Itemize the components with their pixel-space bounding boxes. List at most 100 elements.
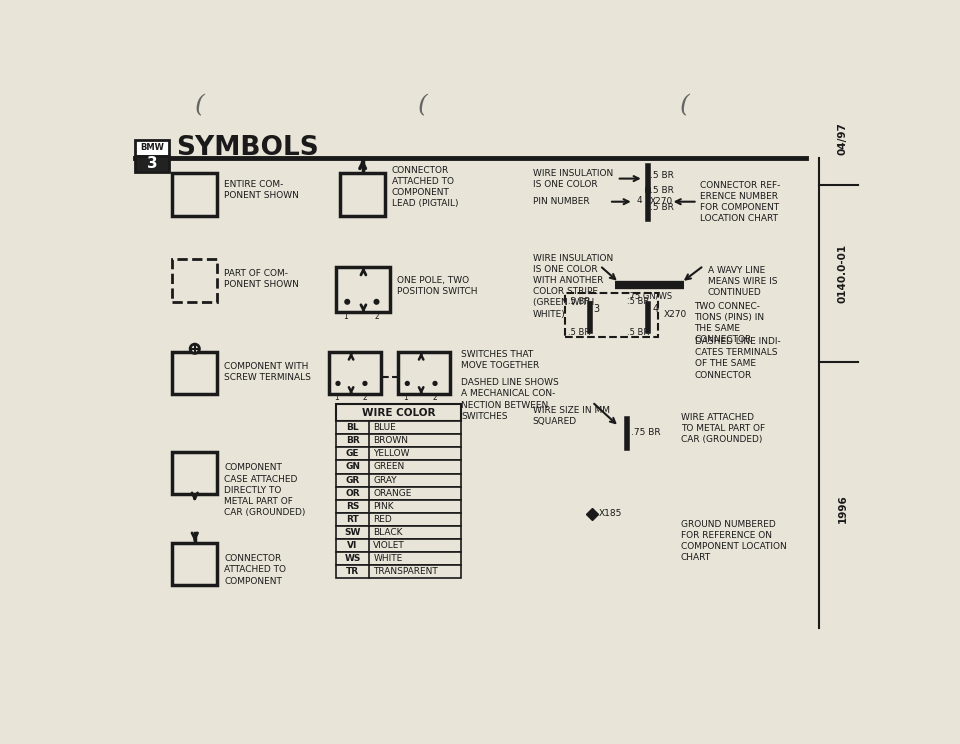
Bar <box>336 526 461 539</box>
Text: WIRE SIZE IN MM
SQUARED: WIRE SIZE IN MM SQUARED <box>533 405 610 426</box>
Text: SW: SW <box>345 528 361 537</box>
Text: WIRE INSULATION
IS ONE COLOR: WIRE INSULATION IS ONE COLOR <box>533 169 613 189</box>
Text: OR: OR <box>346 489 360 498</box>
Text: WIRE INSULATION
IS ONE COLOR
WITH ANOTHER
COLOR STRIPE
(GREEN WITH
WHITE): WIRE INSULATION IS ONE COLOR WITH ANOTHE… <box>533 254 613 318</box>
Text: .5 BR: .5 BR <box>627 298 649 307</box>
Text: BROWN: BROWN <box>373 436 408 446</box>
Text: CONNECTOR REF-
ERENCE NUMBER
FOR COMPONENT
LOCATION CHART: CONNECTOR REF- ERENCE NUMBER FOR COMPONE… <box>700 181 780 223</box>
Text: GROUND NUMBERED
FOR REFERENCE ON
COMPONENT LOCATION
CHART: GROUND NUMBERED FOR REFERENCE ON COMPONE… <box>681 520 786 562</box>
Text: 4: 4 <box>652 304 659 315</box>
Bar <box>135 156 169 172</box>
Bar <box>336 404 461 421</box>
Text: YELLOW: YELLOW <box>373 449 410 458</box>
Bar <box>336 500 461 513</box>
Text: 1: 1 <box>403 394 408 403</box>
Bar <box>328 352 381 394</box>
Text: GN: GN <box>346 463 360 472</box>
Text: RT: RT <box>347 515 359 524</box>
Text: 3: 3 <box>593 304 600 315</box>
Text: BL: BL <box>347 423 359 432</box>
Bar <box>173 543 217 586</box>
Text: X185: X185 <box>598 509 622 518</box>
Text: .5 BR: .5 BR <box>627 328 649 337</box>
Text: GE: GE <box>346 449 359 458</box>
Circle shape <box>336 382 340 385</box>
Bar <box>173 260 217 302</box>
Bar <box>336 565 461 578</box>
Text: 1: 1 <box>334 394 339 403</box>
Text: .75 GN/WS: .75 GN/WS <box>627 291 672 300</box>
Text: ORANGE: ORANGE <box>373 489 412 498</box>
Bar <box>336 552 461 565</box>
Text: .5 BR: .5 BR <box>568 328 590 337</box>
Text: PINK: PINK <box>373 501 394 510</box>
Text: (: ( <box>418 94 427 117</box>
Bar <box>398 352 450 394</box>
Circle shape <box>433 382 437 385</box>
Text: TR: TR <box>346 567 359 576</box>
Text: WHITE: WHITE <box>373 554 402 563</box>
Text: RS: RS <box>346 501 359 510</box>
Text: A WAVY LINE
MEANS WIRE IS
CONTINUED: A WAVY LINE MEANS WIRE IS CONTINUED <box>708 266 777 297</box>
Bar <box>135 140 169 155</box>
Text: RED: RED <box>373 515 393 524</box>
Circle shape <box>363 382 367 385</box>
Text: WIRE ATTACHED
TO METAL PART OF
CAR (GROUNDED): WIRE ATTACHED TO METAL PART OF CAR (GROU… <box>681 413 765 444</box>
Text: GRAY: GRAY <box>373 475 397 484</box>
Text: 04/97: 04/97 <box>837 122 848 155</box>
Text: 1996: 1996 <box>837 494 848 522</box>
Text: 3: 3 <box>147 156 157 171</box>
Circle shape <box>345 300 349 304</box>
Circle shape <box>405 382 409 385</box>
Bar <box>336 473 461 487</box>
Text: DASHED LINE INDI-
CATES TERMINALS
OF THE SAME
CONNECTOR: DASHED LINE INDI- CATES TERMINALS OF THE… <box>694 337 780 379</box>
Text: BR: BR <box>346 436 359 446</box>
Text: COMPONENT WITH
SCREW TERMINALS: COMPONENT WITH SCREW TERMINALS <box>224 362 311 382</box>
Text: 1: 1 <box>344 312 348 321</box>
Text: .5 BR: .5 BR <box>650 187 674 196</box>
Text: VI: VI <box>348 541 358 550</box>
Bar <box>173 452 217 494</box>
Bar <box>173 173 217 216</box>
Text: X270: X270 <box>663 310 687 318</box>
Bar <box>336 461 461 473</box>
Text: 0140.0-01: 0140.0-01 <box>837 244 848 303</box>
Circle shape <box>190 344 200 353</box>
Circle shape <box>374 300 379 304</box>
Text: WIRE COLOR: WIRE COLOR <box>362 408 436 417</box>
Text: BLACK: BLACK <box>373 528 403 537</box>
Bar <box>336 487 461 500</box>
Text: (: ( <box>680 94 689 117</box>
Text: PART OF COM-
PONENT SHOWN: PART OF COM- PONENT SHOWN <box>224 269 299 289</box>
Text: GREEN: GREEN <box>373 463 405 472</box>
Bar <box>336 539 461 552</box>
Bar <box>336 513 461 526</box>
Text: TWO CONNEC-
TIONS (PINS) IN
THE SAME
CONNECTOR: TWO CONNEC- TIONS (PINS) IN THE SAME CON… <box>694 302 764 344</box>
Text: .75 BR: .75 BR <box>631 429 660 437</box>
Text: SYMBOLS: SYMBOLS <box>177 135 319 161</box>
Text: ONE POLE, TWO
POSITION SWITCH: ONE POLE, TWO POSITION SWITCH <box>397 276 478 296</box>
Text: 2: 2 <box>374 312 379 321</box>
Bar <box>336 421 461 434</box>
Text: DASHED LINE SHOWS
A MECHANICAL CON-
NECTION BETWEEN
SWITCHES: DASHED LINE SHOWS A MECHANICAL CON- NECT… <box>461 368 559 420</box>
Text: X270: X270 <box>650 197 673 206</box>
Text: BLUE: BLUE <box>373 423 396 432</box>
Text: CONNECTOR
ATTACHED TO
COMPONENT
LEAD (PIGTAIL): CONNECTOR ATTACHED TO COMPONENT LEAD (PI… <box>392 166 459 208</box>
Text: GR: GR <box>346 475 360 484</box>
Text: ENTIRE COM-
PONENT SHOWN: ENTIRE COM- PONENT SHOWN <box>224 180 299 200</box>
Bar <box>336 447 461 461</box>
Text: WS: WS <box>345 554 361 563</box>
Text: 2: 2 <box>433 394 438 403</box>
Text: (: ( <box>195 94 204 117</box>
Text: VIOLET: VIOLET <box>373 541 405 550</box>
Text: COMPONENT
CASE ATTACHED
DIRECTLY TO
METAL PART OF
CAR (GROUNDED): COMPONENT CASE ATTACHED DIRECTLY TO META… <box>224 464 305 517</box>
Text: 4: 4 <box>636 196 642 205</box>
Bar <box>336 267 391 312</box>
Text: SWITCHES THAT
MOVE TOGETHER: SWITCHES THAT MOVE TOGETHER <box>461 350 540 370</box>
Text: BMW: BMW <box>140 144 164 153</box>
Text: .5 BR: .5 BR <box>650 203 674 212</box>
Bar <box>340 173 385 216</box>
Bar <box>173 352 217 394</box>
Text: PIN NUMBER: PIN NUMBER <box>533 197 589 206</box>
Text: .5 BR: .5 BR <box>650 171 674 180</box>
